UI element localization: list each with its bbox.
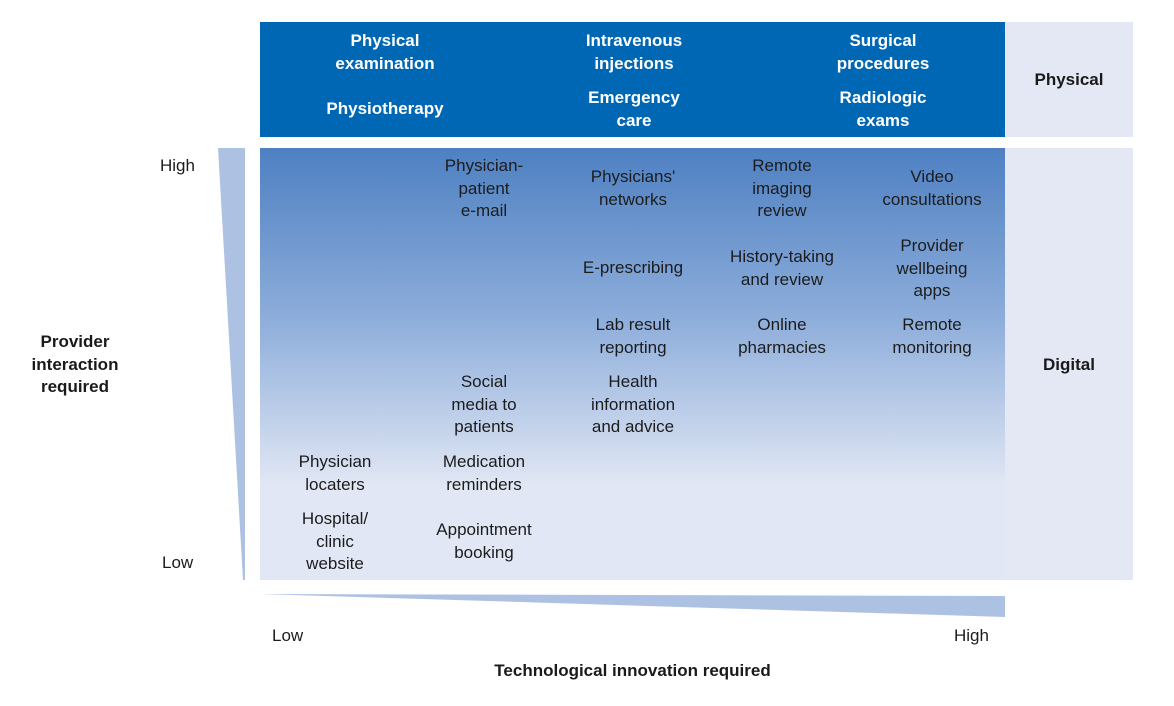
digital-item: Hospital/ clinic website — [301, 509, 369, 573]
physical-item: Emergency care — [588, 88, 680, 130]
digital-item: Social media to patients — [451, 372, 517, 436]
digital-item: Physician locaters — [298, 452, 372, 494]
digital-item: E-prescribing — [582, 258, 684, 277]
digital-band — [260, 148, 1005, 580]
physical-label: Physical — [1034, 70, 1104, 89]
digital-label-box — [1005, 148, 1133, 580]
y-axis-title: Provider interaction required — [31, 332, 119, 396]
physical-item: Physical examination — [335, 31, 435, 73]
physical-item: Physiotherapy — [326, 99, 444, 118]
physical-item: Surgical procedures — [836, 31, 930, 73]
digital-item: Video consultations — [882, 167, 982, 209]
digital-item: Remote monitoring — [892, 315, 972, 357]
x-axis-title: Technological innovation required — [494, 661, 771, 680]
x-axis-low: Low — [272, 626, 304, 645]
digital-item: Lab result reporting — [595, 315, 671, 357]
digital-item: Physician- patient e-mail — [444, 156, 524, 220]
digital-item: Provider wellbeing apps — [896, 236, 968, 300]
digital-item: Physicians' networks — [590, 167, 676, 209]
y-axis-wedge — [218, 148, 245, 580]
digital-item: Remote imaging review — [752, 156, 812, 220]
x-axis-wedge — [260, 594, 1005, 617]
x-axis-high: High — [954, 626, 989, 645]
digital-item: Appointment booking — [436, 520, 532, 562]
physical-item: Radiologic exams — [839, 88, 927, 130]
digital-item: History-taking and review — [730, 247, 834, 289]
digital-item: Health information and advice — [590, 372, 676, 436]
y-axis-high: High — [160, 156, 195, 175]
digital-label: Digital — [1043, 355, 1095, 374]
physical-band — [260, 22, 1005, 137]
physical-label-box — [1005, 22, 1133, 137]
digital-item: Medication reminders — [442, 452, 526, 494]
physical-item: Intravenous injections — [585, 31, 683, 73]
y-axis-low: Low — [162, 553, 194, 572]
digital-item: Online pharmacies — [738, 315, 826, 357]
